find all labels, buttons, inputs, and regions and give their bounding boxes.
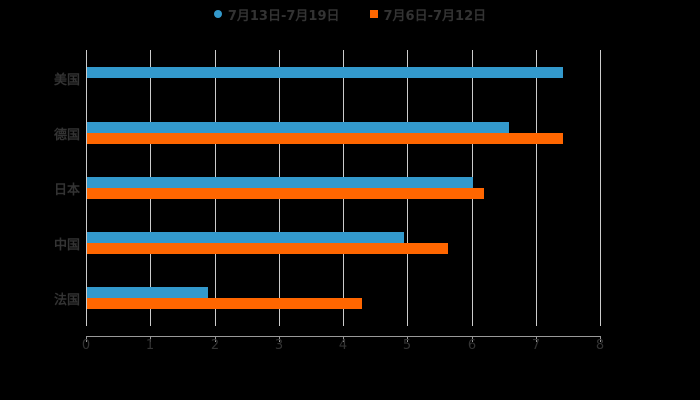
y-category-label: 日本 xyxy=(53,183,80,198)
bar-series-2[interactable] xyxy=(87,188,485,199)
chart-legend: 7月13日-7月19日 7月6日-7月12日 xyxy=(0,4,700,24)
x-tick xyxy=(215,336,216,342)
x-tick-label: 2 xyxy=(210,338,220,353)
x-tick-label: 8 xyxy=(595,338,605,353)
bar-series-1[interactable] xyxy=(87,232,404,244)
x-tick-label: 3 xyxy=(274,338,284,353)
bar-series-2[interactable] xyxy=(87,243,449,255)
x-tick-label: 5 xyxy=(402,338,412,353)
x-tick xyxy=(86,336,87,342)
x-tick xyxy=(407,336,408,342)
gridline xyxy=(536,50,537,326)
circle-marker-icon xyxy=(213,10,222,18)
x-tick-label: 7 xyxy=(531,338,541,353)
legend-item-series-1[interactable]: 7月13日-7月19日 xyxy=(213,5,340,24)
y-category-label: 德国 xyxy=(53,127,80,143)
x-tick xyxy=(600,336,601,342)
x-tick xyxy=(472,336,473,342)
square-marker-icon xyxy=(369,10,378,18)
bar-series-1[interactable] xyxy=(87,177,473,188)
x-tick-label: 4 xyxy=(338,338,348,353)
y-category-label: 法国 xyxy=(53,293,80,309)
legend-item-series-2[interactable]: 7月6日-7月12日 xyxy=(369,5,487,24)
legend-label: 7月6日-7月12日 xyxy=(383,8,487,24)
y-category-label: 中国 xyxy=(53,238,80,254)
bar-series-1[interactable] xyxy=(87,66,564,78)
legend-label: 7月13日-7月19日 xyxy=(227,8,340,24)
x-tick-label: 0 xyxy=(81,338,91,353)
x-tick xyxy=(536,336,537,342)
bar-series-1[interactable] xyxy=(87,121,510,133)
y-category-label: 美国 xyxy=(53,72,80,88)
x-tick-label: 6 xyxy=(467,338,477,353)
x-tick-label: 1 xyxy=(145,338,155,353)
bar-series-2[interactable] xyxy=(87,298,362,310)
y-axis-line xyxy=(86,50,87,326)
x-tick xyxy=(279,336,280,342)
bar-series-2[interactable] xyxy=(87,132,564,144)
x-axis-line xyxy=(86,336,600,337)
gridline xyxy=(600,50,601,326)
x-tick xyxy=(150,336,151,342)
bar-series-1[interactable] xyxy=(87,287,208,299)
x-tick xyxy=(343,336,344,342)
